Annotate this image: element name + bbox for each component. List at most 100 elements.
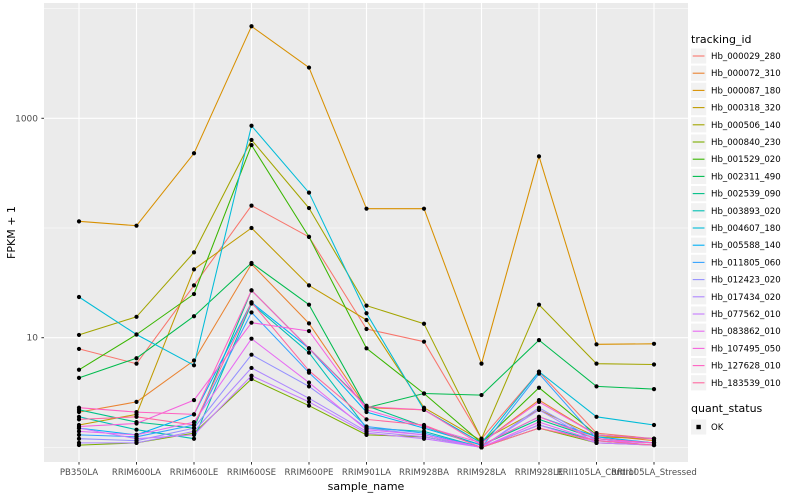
data-point xyxy=(134,440,139,445)
legend-label-ok: OK xyxy=(711,423,724,433)
data-point xyxy=(191,429,197,434)
data-point xyxy=(249,123,254,128)
data-point xyxy=(134,361,139,366)
data-point xyxy=(536,371,542,376)
data-point xyxy=(191,283,197,288)
data-point xyxy=(249,336,254,341)
data-point xyxy=(364,427,369,432)
data-point xyxy=(479,445,484,450)
data-point xyxy=(134,399,139,404)
data-point xyxy=(191,432,197,438)
x-tick-label: RRIM600LA xyxy=(112,468,161,478)
legend-label: Hb_000029_280 xyxy=(711,52,781,62)
data-point xyxy=(306,396,312,401)
x-tick-label: RRII105LA_Stressed xyxy=(611,468,697,478)
data-point xyxy=(306,328,312,334)
data-point xyxy=(249,320,254,325)
data-point xyxy=(191,267,197,272)
data-point xyxy=(76,436,82,441)
x-axis-title: sample_name xyxy=(328,480,405,493)
data-point xyxy=(594,438,599,443)
legend-label: Hb_000318_320 xyxy=(711,104,781,114)
data-point xyxy=(651,436,657,441)
legend-label: Hb_083862_010 xyxy=(711,327,781,337)
data-point xyxy=(249,352,254,357)
data-point xyxy=(536,302,542,307)
data-point xyxy=(306,205,312,211)
y-tick-label: 10 xyxy=(27,334,39,344)
data-point xyxy=(421,391,427,396)
data-point xyxy=(191,358,197,363)
data-point xyxy=(306,399,312,404)
data-point xyxy=(421,339,427,344)
legend-label: Hb_005588_140 xyxy=(711,241,781,251)
data-point xyxy=(134,432,139,438)
legend-label: Hb_000072_310 xyxy=(711,69,781,79)
legend-label: Hb_002311_490 xyxy=(711,172,781,182)
data-point xyxy=(76,294,82,300)
data-point xyxy=(306,350,312,355)
data-point xyxy=(536,414,542,419)
data-point xyxy=(249,288,254,293)
data-point xyxy=(421,436,427,441)
data-point xyxy=(594,342,599,347)
y-axis-title: FPKM + 1 xyxy=(5,206,18,259)
data-point xyxy=(134,427,139,432)
legend-label: Hb_001529_020 xyxy=(711,155,781,165)
data-point xyxy=(421,206,427,211)
data-point xyxy=(364,404,369,409)
data-point xyxy=(306,190,312,195)
data-point xyxy=(249,260,254,266)
data-point xyxy=(364,346,369,351)
data-point xyxy=(249,373,254,378)
legend-label: Hb_000506_140 xyxy=(711,121,781,131)
data-point xyxy=(364,417,369,422)
legend-label: Hb_003893_020 xyxy=(711,207,781,217)
data-point xyxy=(306,403,312,408)
legend-key-square xyxy=(696,424,701,430)
data-point xyxy=(306,380,312,385)
data-point xyxy=(536,422,542,428)
data-point xyxy=(249,300,254,305)
data-point xyxy=(651,362,657,367)
x-tick-label: RRII105LA_Control xyxy=(557,468,637,478)
x-tick-label: RRIM928LE xyxy=(515,468,564,478)
data-point xyxy=(479,436,484,441)
data-point xyxy=(306,346,312,351)
legend-label: Hb_004607_180 xyxy=(711,224,781,234)
data-point xyxy=(479,392,484,398)
data-point xyxy=(249,225,254,231)
data-point xyxy=(594,361,599,366)
data-point xyxy=(191,314,197,319)
data-point xyxy=(191,363,197,368)
x-tick-label: RRIM901LA xyxy=(342,468,391,478)
data-point xyxy=(249,137,254,143)
x-tick-label: RRIM600SE xyxy=(227,468,276,478)
data-point xyxy=(249,310,254,315)
legend-label: Hb_077562_010 xyxy=(711,310,781,320)
data-point xyxy=(134,223,139,228)
data-point xyxy=(134,421,139,426)
data-point xyxy=(249,365,254,371)
legend-label: Hb_000087_180 xyxy=(711,86,781,96)
data-point xyxy=(134,414,139,419)
data-point xyxy=(364,431,369,436)
data-point xyxy=(536,420,542,425)
data-point xyxy=(76,440,82,445)
data-point xyxy=(364,317,369,323)
data-point xyxy=(249,142,254,148)
data-point xyxy=(364,303,369,308)
data-point xyxy=(306,65,312,70)
data-point xyxy=(134,332,139,337)
data-point xyxy=(651,442,657,448)
data-point xyxy=(594,432,599,438)
data-point xyxy=(306,302,312,307)
data-point xyxy=(536,338,542,343)
data-point xyxy=(76,405,82,410)
legend-label: Hb_107495_050 xyxy=(711,344,781,354)
legend-label: Hb_183539_010 xyxy=(711,379,781,389)
y-tick-label: 1000 xyxy=(15,114,38,124)
data-point xyxy=(306,368,312,373)
